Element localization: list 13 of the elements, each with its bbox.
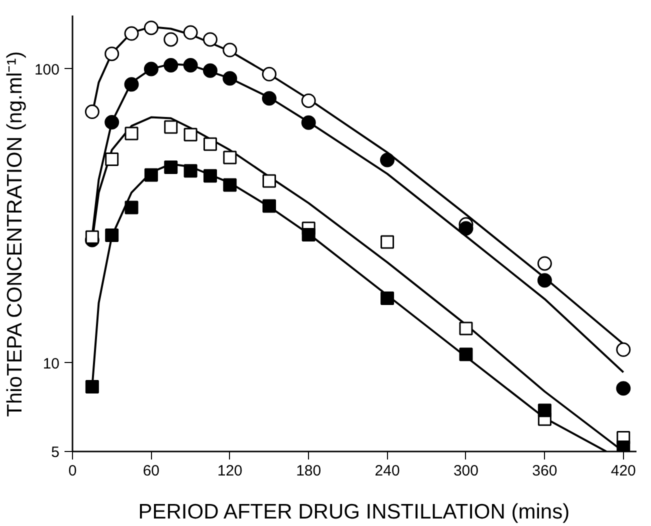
y-tick-label: 5 xyxy=(51,444,60,461)
x-tick-label: 0 xyxy=(68,462,77,480)
y-tick-label: 10 xyxy=(42,355,60,372)
x-tick-label: 240 xyxy=(374,462,400,480)
x-axis-title: PERIOD AFTER DRUG INSTILLATION (mins) xyxy=(138,500,570,524)
x-tick-label: 360 xyxy=(532,462,558,480)
x-tick-label: 120 xyxy=(217,462,242,480)
x-tick-label: 60 xyxy=(142,462,160,480)
x-tick-label: 180 xyxy=(296,462,322,480)
y-axis-title: ThioTEPA CONCENTRATION (ng.ml⁻¹) xyxy=(3,51,26,417)
x-tick-label: 300 xyxy=(453,462,479,480)
y-tick-label: 100 xyxy=(34,61,60,78)
x-tick-label: 420 xyxy=(610,462,636,480)
